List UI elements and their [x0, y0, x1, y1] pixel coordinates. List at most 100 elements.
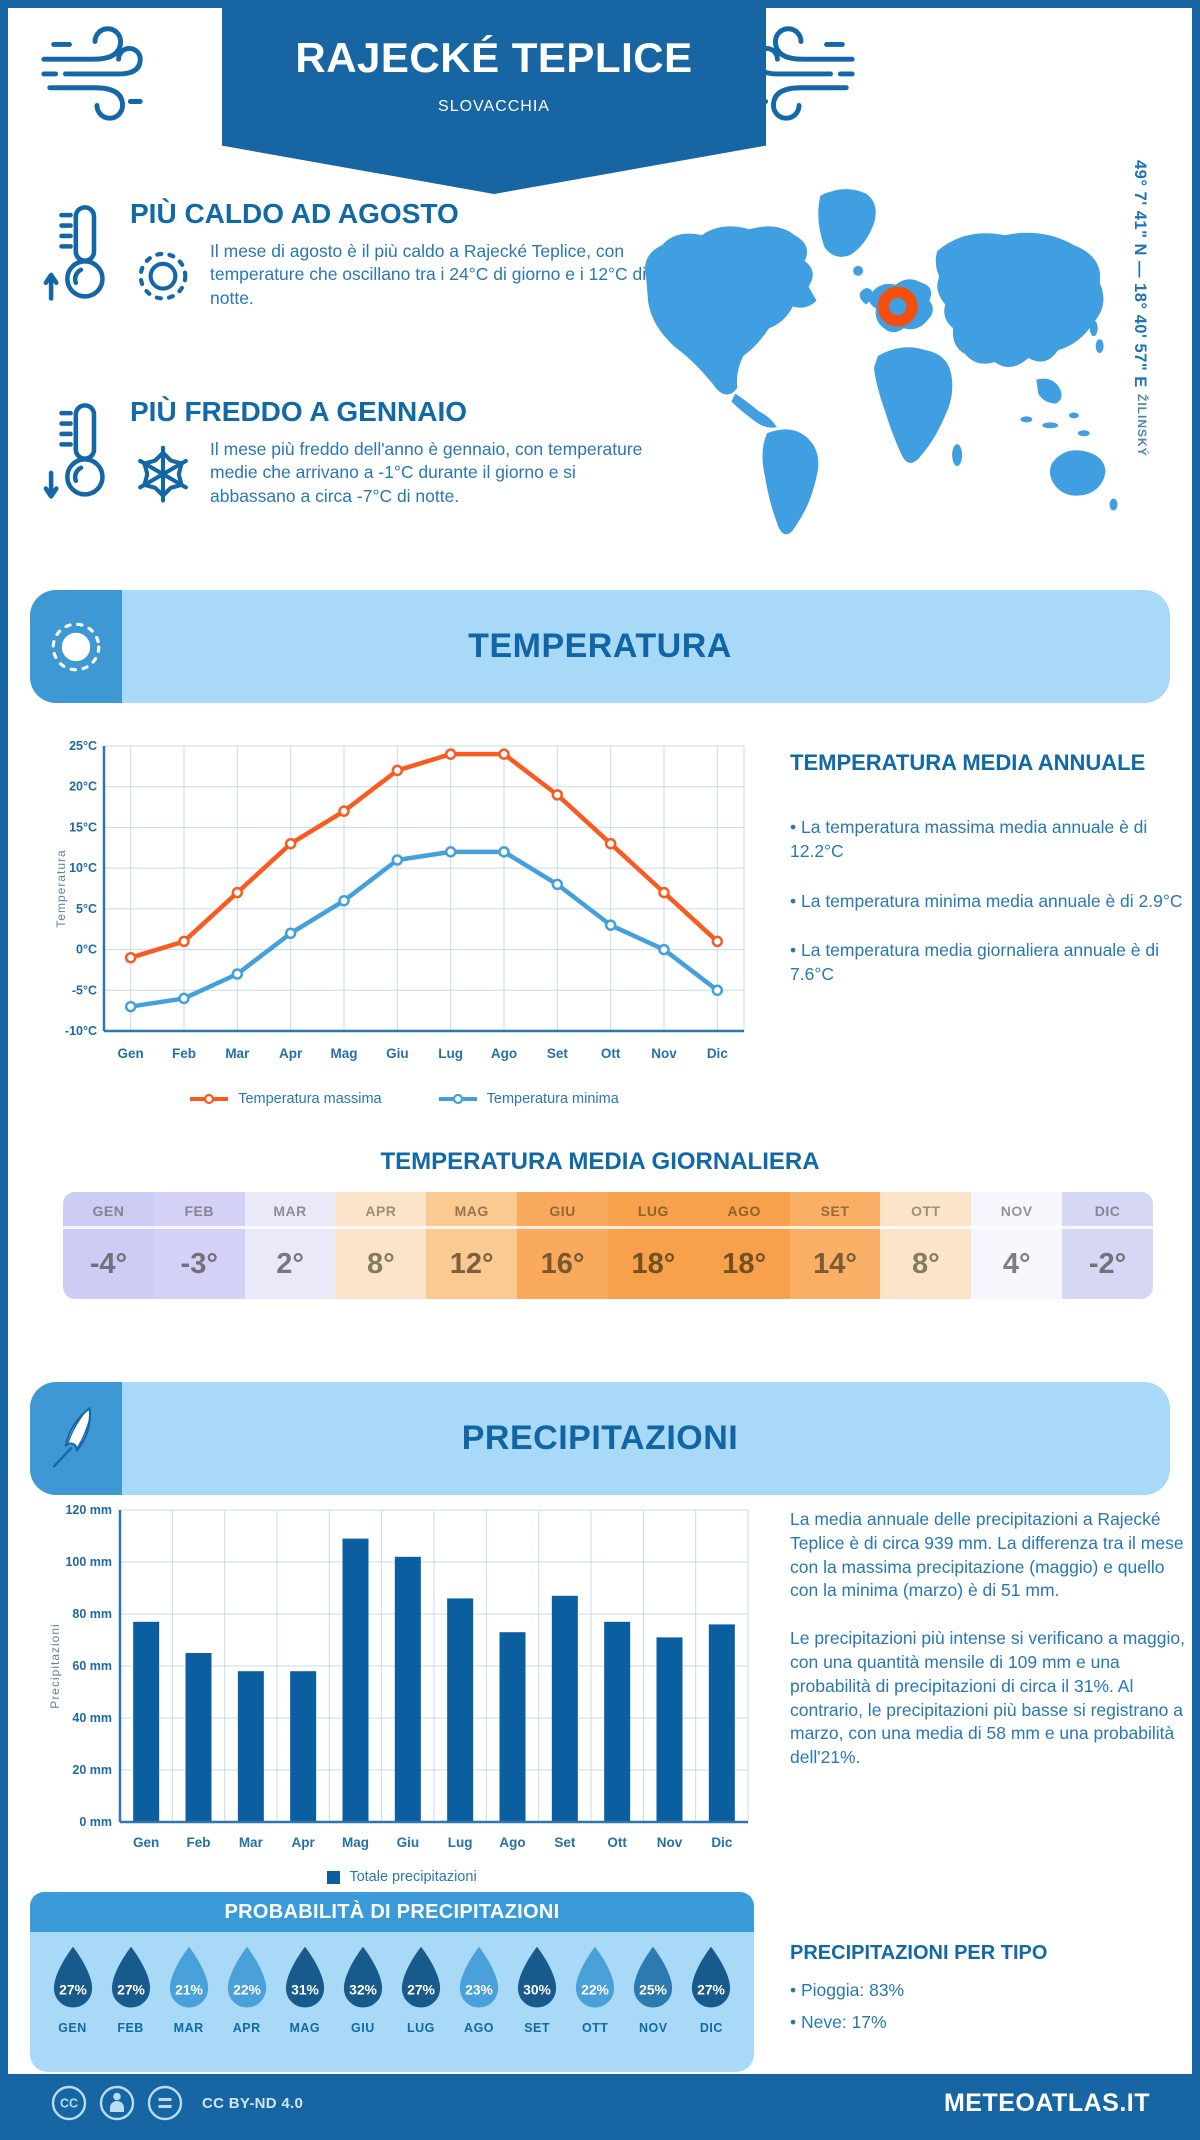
svg-text:Apr: Apr	[279, 1046, 303, 1061]
svg-text:Temperatura: Temperatura	[54, 849, 68, 927]
table-month-header: GEN	[63, 1192, 154, 1229]
probability-month-label: AGO	[464, 2021, 495, 2035]
svg-text:32%: 32%	[349, 1982, 377, 1998]
precipitation-bar-chart: 0 mm 20 mm 40 mm 60 mm 80 mm 100 mm 120 mm Gen F…	[48, 1503, 749, 1850]
annual-bullet: • La temperatura media giornaliera annua…	[790, 940, 1159, 985]
table-temperature-value: -3°	[180, 1248, 218, 1280]
table-cell-dic: DIC -2°	[1062, 1192, 1153, 1299]
probability-drop-ott: 22% OTT	[569, 1945, 622, 2072]
svg-text:Ago: Ago	[491, 1046, 517, 1061]
temperature-chart: -10°C -5°C 0°C 5°C 10°C 15°C 20°C 25°C Gen Feb Mar…	[54, 734, 754, 1107]
svg-text:80 mm: 80 mm	[72, 1607, 112, 1621]
cold-title: PIÙ FREDDO A GENNAIO	[130, 396, 468, 427]
probability-drop-lug: 27% LUG	[394, 1945, 447, 2072]
table-temperature-value: 18°	[631, 1248, 676, 1280]
probability-month-label: APR	[232, 2021, 261, 2035]
table-cell-mag: MAG 12°	[426, 1192, 518, 1299]
svg-text:20 mm: 20 mm	[72, 1763, 112, 1777]
svg-text:-5°C: -5°C	[72, 983, 97, 997]
precipitation-legend: Totale precipitazioni	[46, 1869, 758, 1885]
svg-text:Ago: Ago	[499, 1835, 525, 1850]
legend-square-icon	[327, 1870, 341, 1884]
table-temperature-value: 12°	[449, 1248, 494, 1280]
precipitation-probability-section: PROBABILITÀ DI PRECIPITAZIONI 27% GEN 27% F…	[30, 1892, 754, 2072]
table-month-header: OTT	[880, 1192, 972, 1229]
table-month-header: MAR	[244, 1192, 336, 1229]
svg-text:Precipitazioni: Precipitazioni	[48, 1623, 62, 1708]
raindrop-icon: 30%	[518, 1946, 557, 2008]
per-type-bullet: • Neve: 17%	[790, 2011, 887, 2032]
legend-label: Totale precipitazioni	[349, 1869, 477, 1885]
location-marker-icon	[877, 286, 918, 327]
table-cell-feb: FEB -3°	[153, 1192, 245, 1299]
svg-text:120 mm: 120 mm	[65, 1503, 112, 1517]
daily-temperature-table: GEN -4° FEB -3° MAR 2° APR 8° MAG 12° GIU 16° LUG 18°…	[63, 1192, 1153, 1299]
svg-text:0 mm: 0 mm	[79, 1815, 112, 1829]
annual-title: TEMPERATURA MEDIA ANNUALE	[790, 750, 1146, 775]
svg-text:60 mm: 60 mm	[72, 1659, 112, 1673]
svg-text:Set: Set	[554, 1835, 576, 1850]
table-temperature-value: 4°	[1002, 1248, 1031, 1280]
per-type-bullet: • Pioggia: 83%	[790, 1980, 905, 2000]
table-month-header: GIU	[517, 1192, 608, 1229]
region-text: ŽILINSKÝ	[1135, 393, 1149, 457]
raindrop-icon: 23%	[459, 1946, 499, 2008]
country-subtitle: SLOVACCHIA	[438, 98, 550, 115]
legend-item: Temperatura minima	[438, 1091, 619, 1107]
table-month-header: SET	[789, 1192, 881, 1229]
raindrop-icon: 22%	[576, 1946, 615, 2008]
svg-text:20°C: 20°C	[69, 780, 97, 794]
probability-drop-feb: 27% FEB	[104, 1945, 157, 2072]
svg-text:-10°C: -10°C	[65, 1024, 97, 1038]
svg-text:27%: 27%	[697, 1982, 725, 1998]
cold-text: Il mese più freddo dell'anno è gennaio, …	[210, 439, 643, 506]
probability-month-label: DIC	[699, 2021, 723, 2035]
table-month-header: APR	[335, 1192, 427, 1229]
band-icon-block	[30, 590, 122, 703]
svg-text:30%: 30%	[523, 1982, 551, 1998]
raindrop-icon: 27%	[111, 1946, 150, 2008]
table-temperature-value: 18°	[722, 1248, 767, 1280]
svg-text:15°C: 15°C	[69, 820, 97, 834]
probability-drop-giu: 32% GIU	[336, 1945, 389, 2072]
probability-drop-dic: 27% DIC	[685, 1945, 738, 2072]
table-temperature-value: -4°	[89, 1248, 128, 1280]
probability-month-label: MAR	[173, 2021, 204, 2035]
svg-text:Giu: Giu	[397, 1835, 420, 1850]
svg-text:Dic: Dic	[711, 1835, 733, 1850]
temperature-line-chart: -10°C -5°C 0°C 5°C 10°C 15°C 20°C 25°C Gen Feb Mar…	[54, 739, 745, 1061]
svg-text:22%: 22%	[233, 1982, 261, 1998]
probability-month-label: NOV	[638, 2021, 668, 2035]
license-text: CC BY-ND 4.0	[202, 2094, 304, 2112]
table-month-header: FEB	[153, 1192, 245, 1229]
svg-text:Apr: Apr	[292, 1835, 316, 1850]
svg-text:22%: 22%	[581, 1982, 609, 1998]
temperature-legend: Temperatura massima Temperatura minima	[54, 1091, 754, 1107]
svg-text:Gen: Gen	[118, 1046, 144, 1061]
probability-month-label: SET	[524, 2021, 551, 2035]
svg-text:27%: 27%	[117, 1982, 145, 1998]
annual-temperature-summary: TEMPERATURA MEDIA ANNUALE • La temperatu…	[790, 750, 1184, 1013]
precipitation-band: PRECIPITAZIONI	[30, 1382, 1170, 1495]
precipitation-per-type: PRECIPITAZIONI PER TIPO • Pioggia: 83% • …	[790, 1942, 1184, 2043]
svg-text:Gen: Gen	[133, 1835, 159, 1850]
svg-text:Feb: Feb	[172, 1046, 196, 1061]
raindrop-icon: 22%	[227, 1946, 266, 2008]
svg-text:Mar: Mar	[225, 1046, 250, 1061]
svg-text:27%: 27%	[59, 1982, 87, 1998]
table-cell-nov: NOV 4°	[971, 1192, 1063, 1299]
table-cell-mar: MAR 2°	[244, 1192, 336, 1299]
table-temperature-value: -2°	[1088, 1248, 1127, 1280]
svg-text:25°C: 25°C	[69, 739, 97, 753]
probability-drop-apr: 22% APR	[220, 1945, 273, 2072]
daily-table-title: TEMPERATURA MEDIA GIORNALIERA	[380, 1148, 820, 1175]
svg-text:31%: 31%	[291, 1982, 319, 1998]
annual-bullet: • La temperatura minima media annuale è …	[790, 890, 1183, 911]
raindrop-icon: 25%	[634, 1946, 673, 2008]
umbrella-icon	[52, 1406, 92, 1467]
sun-icon	[138, 251, 188, 301]
svg-text:Mag: Mag	[342, 1835, 369, 1850]
svg-text:Lug: Lug	[448, 1835, 473, 1850]
coordinates-block: 49° 7' 41" N — 18° 40' 57" E ŽILINSKÝ	[1130, 160, 1149, 570]
